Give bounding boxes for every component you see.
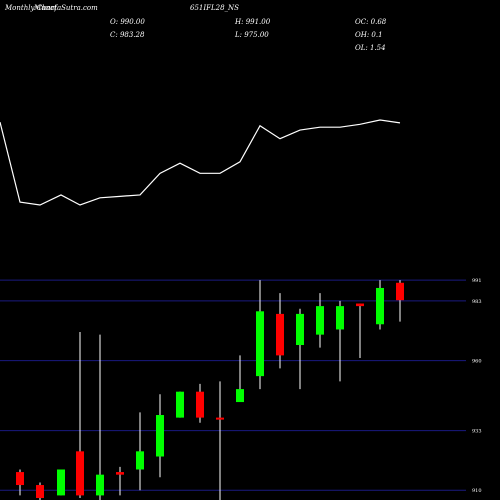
candlestick xyxy=(196,383,204,423)
oh-label: OH: 0.1 xyxy=(355,31,383,39)
oc-label: OC: 0.68 xyxy=(355,18,387,26)
candle-body-up xyxy=(57,469,65,496)
price-tick-label: 983 xyxy=(472,299,482,305)
candlestick xyxy=(256,280,264,390)
candlestick xyxy=(76,332,84,498)
candle-body-up xyxy=(176,391,184,418)
candlestick xyxy=(336,300,344,382)
candlestick xyxy=(216,381,224,500)
candlestick xyxy=(356,303,364,358)
candlestick xyxy=(116,466,124,496)
candlestick xyxy=(96,334,104,500)
candlestick xyxy=(156,394,164,478)
ol-label: OL: 1.54 xyxy=(355,44,386,52)
candlestick xyxy=(236,355,244,403)
candlestick xyxy=(176,391,184,418)
price-axis: 991 983 960 933 910 xyxy=(472,278,482,494)
candle-body-up xyxy=(256,311,264,377)
indicator-line xyxy=(0,119,401,206)
close-label: C: 983.28 xyxy=(110,31,145,39)
candlestick xyxy=(316,293,324,348)
price-tick-label: 933 xyxy=(472,429,482,435)
candle-body-down xyxy=(196,391,204,418)
moving-average-panel xyxy=(0,119,401,206)
candle-body-down xyxy=(76,451,84,496)
symbol-label: 651IFL28_NS xyxy=(190,4,239,12)
candle-body-down xyxy=(116,472,124,475)
candle-body-up xyxy=(136,451,144,470)
candlestick xyxy=(376,280,384,330)
candle-body-up xyxy=(296,313,304,346)
candlestick xyxy=(57,469,65,496)
candle-body-up xyxy=(316,306,324,335)
candlestick xyxy=(36,482,44,500)
price-gridlines xyxy=(0,279,466,491)
candle-body-down xyxy=(16,472,24,486)
low-label: L: 975.00 xyxy=(234,31,269,39)
candle-body-down xyxy=(36,485,44,498)
candle-body-down xyxy=(396,282,404,301)
candlestick xyxy=(16,469,24,496)
high-label: H: 991.00 xyxy=(234,18,271,26)
candle-body-up xyxy=(236,389,244,403)
candle-body-down xyxy=(276,313,284,356)
open-label: O: 990.00 xyxy=(110,18,145,26)
candle-body-down xyxy=(216,417,224,420)
candle-body-up xyxy=(96,474,104,496)
price-tick-label: 910 xyxy=(472,488,482,494)
candlestick xyxy=(136,412,144,491)
price-tick-label: 991 xyxy=(472,278,482,284)
timeframe-label: Monthly Chart xyxy=(4,4,57,12)
watermark-text: MunafaSutra.com xyxy=(33,4,98,12)
candlestick xyxy=(396,280,404,322)
candle-body-down xyxy=(356,303,364,307)
candlestick xyxy=(296,308,304,390)
candle-body-up xyxy=(156,415,164,457)
price-tick-label: 960 xyxy=(472,359,482,365)
candle-body-up xyxy=(336,306,344,330)
candlestick xyxy=(276,293,284,369)
candlestick-panel xyxy=(16,280,404,500)
candle-body-up xyxy=(376,287,384,325)
